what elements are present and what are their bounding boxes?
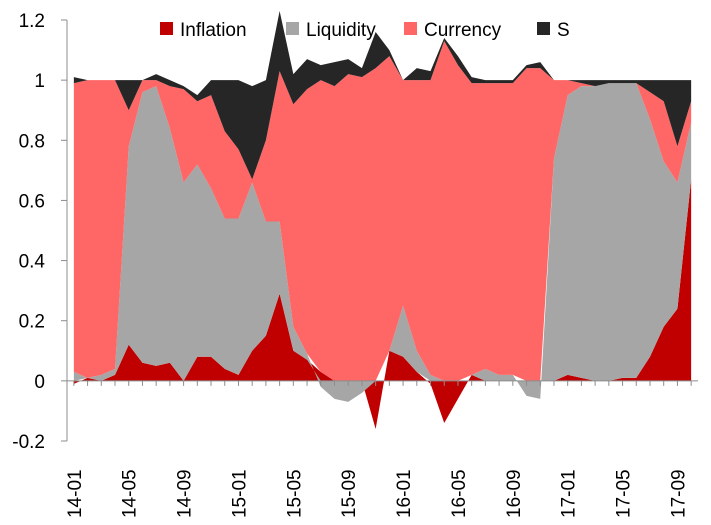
- x-tick-label: 17-09: [668, 469, 689, 518]
- x-tick-label: 17-01: [559, 469, 580, 518]
- legend: Inflation Liquidity Currency S: [160, 20, 570, 41]
- x-tick-label: 14-09: [175, 469, 196, 518]
- y-tick-label: 0.4: [19, 252, 46, 273]
- x-tick-label: 16-09: [504, 469, 525, 518]
- legend-swatch-liquidity: [286, 22, 299, 35]
- legend-swatch-inflation: [160, 22, 173, 35]
- y-tick-label: 0.2: [19, 312, 45, 333]
- x-tick-label: 14-01: [65, 469, 86, 518]
- legend-label-s: S: [557, 20, 570, 41]
- legend-label-currency: Currency: [424, 20, 502, 41]
- x-tick-label: 15-01: [229, 469, 250, 518]
- x-tick-label: 16-05: [449, 469, 470, 518]
- x-axis-ticks: 14-01 14-05 14-09 15-01 15-05 15-09 16-01 16-05…: [65, 380, 692, 518]
- x-tick-label: 14-05: [120, 469, 141, 518]
- y-tick-label: -0.2: [12, 432, 45, 453]
- y-tick-label: 1: [34, 71, 45, 92]
- area-series-s: [73, 10, 692, 180]
- legend-swatch-s: [537, 22, 550, 35]
- y-tick-label: 1.2: [19, 11, 45, 32]
- chart-areas: [73, 10, 692, 429]
- y-tick-label: 0.6: [19, 191, 45, 212]
- y-axis-ticks: -0.2 0 0.2 0.4 0.6 0.8 1 1.2: [12, 11, 67, 453]
- x-tick-label: 15-05: [284, 469, 305, 518]
- legend-label-inflation: Inflation: [180, 20, 247, 41]
- x-tick-label: 17-05: [614, 469, 635, 518]
- legend-label-liquidity: Liquidity: [306, 20, 376, 41]
- area-series-liquidity: [73, 83, 692, 402]
- area-series-currency: [73, 41, 692, 381]
- y-tick-label: 0.8: [19, 131, 45, 152]
- x-tick-label: 16-01: [394, 469, 415, 518]
- y-tick-label: 0: [34, 372, 45, 393]
- legend-swatch-currency: [404, 22, 417, 35]
- x-tick-label: 15-09: [339, 469, 360, 518]
